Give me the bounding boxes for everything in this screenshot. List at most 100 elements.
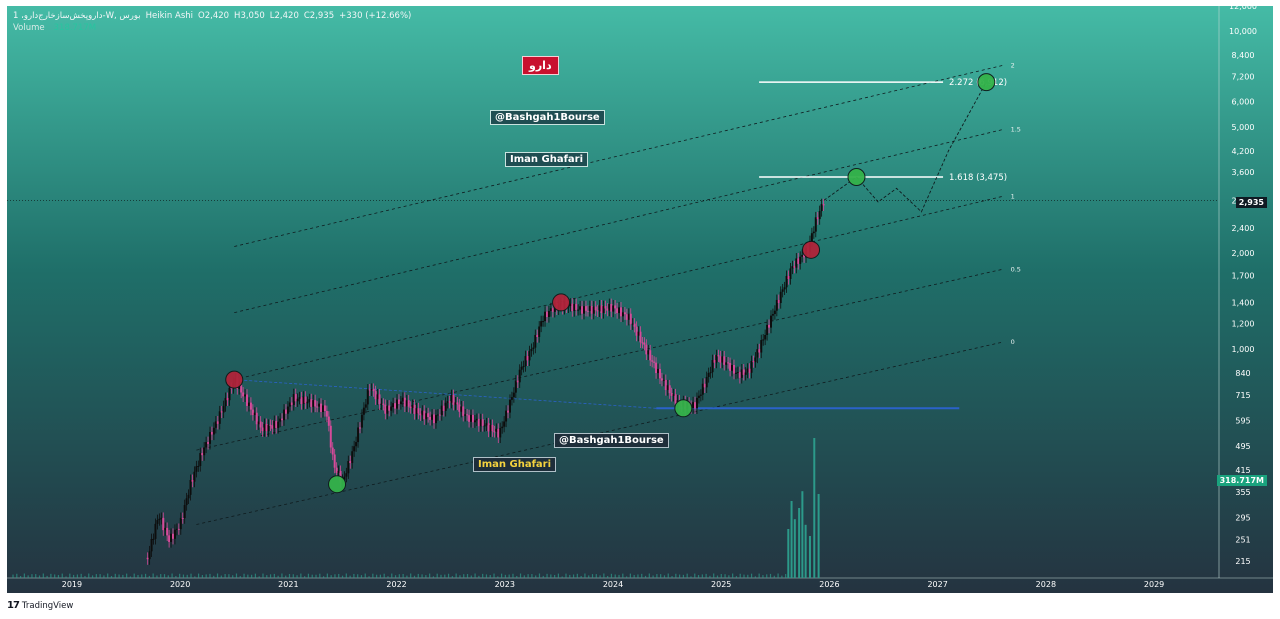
volume-bar [95,574,97,578]
candle-body [604,306,607,309]
symbol-title[interactable]: 1 ،داروپخش‌ساز‌خارج‌دارو-W, بورس [13,11,141,21]
candle-body [240,384,243,393]
volume-bar [531,574,533,578]
candle-body [275,420,278,428]
volume-bar [410,573,412,578]
channel-label: 0 [1011,338,1015,346]
chart-style[interactable]: Heikin Ashi [145,11,194,21]
volume-bar [440,574,442,578]
x-tick-label: 2028 [1036,580,1056,589]
volume-label[interactable]: Volume [13,23,45,33]
candle-body [598,305,601,312]
volume-bar [610,573,613,578]
tradingview-brand[interactable]: TradingView [21,600,74,611]
candle-body [343,476,346,480]
candle-body [193,471,196,482]
candle-body [549,308,552,312]
candle-body [300,397,303,404]
tradingview-logo-icon[interactable]: 17 [7,600,20,611]
volume-bar [470,575,472,578]
candle-body [209,432,212,444]
candle-body [158,518,161,521]
x-tick-label: 2022 [386,580,406,589]
candle-body [388,405,391,411]
volume-bar [413,575,416,578]
candle-body [616,308,619,314]
candle-body [600,305,603,313]
volume-bar [129,576,132,578]
candle-body [417,408,420,414]
candle-body [277,421,280,428]
volume-bar [57,574,60,578]
volume-bar [523,575,525,578]
volume-bar [436,573,438,578]
x-tick-label: 2020 [170,580,190,589]
candle-body [244,394,247,397]
candle-body [409,406,412,409]
volume-bar [629,573,631,578]
chart-area[interactable]: 12,000 10,000 8,400 7,200 6,000 5,000 4,200 3,6… [7,6,1273,593]
y-tick-label: 1,000 [1232,345,1255,354]
volume-bar [84,575,86,578]
volume-bar [599,575,601,578]
volume-bar [787,529,790,578]
channel-label: 2 [1011,61,1015,69]
y-tick-label: 3,600 [1232,168,1255,177]
price-chart[interactable]: 12,00010,0008,4007,2006,0005,0004,2003,6… [7,6,1273,593]
candle-body [524,356,527,367]
candle-body [302,396,305,404]
candle-body [703,383,706,388]
volume-bar [644,575,647,578]
candle-body [353,446,356,452]
volume-bar [38,575,41,578]
volume-bar [466,574,469,578]
candle-body [582,306,585,314]
candle-body [207,442,210,444]
volume-bar [773,575,775,578]
volume-bar [54,574,56,578]
volume-bar [724,574,726,578]
volume-bar [171,573,173,578]
candle-body [172,533,175,539]
candle-body [249,402,252,410]
volume-bar [690,576,692,578]
candle-body [579,306,582,310]
volume-bar [595,574,597,578]
candle-body [510,397,513,400]
candle-body [787,275,790,280]
volume-bar [417,573,419,578]
candle-body [189,479,192,495]
volume-bar [425,575,427,578]
candle-body [723,356,726,365]
candle-body [179,517,182,530]
volume-bar [508,574,510,578]
candle-body [434,415,437,424]
candle-body [721,356,724,363]
candle-body [608,304,611,311]
candle-body [450,395,453,403]
y-tick-label: 1,400 [1232,298,1255,307]
candle-body [489,424,492,432]
volume-bar [16,573,18,578]
volume-bar [322,576,325,578]
candle-body [742,369,745,375]
trend-line [234,379,657,409]
volume-bar [357,574,359,578]
candle-body [242,392,245,397]
candle-body [220,411,223,413]
volume-bar [705,573,707,578]
candle-body [627,313,630,320]
volume-bar [550,574,552,578]
candle-body [253,412,256,416]
volume-bar [326,573,328,578]
candle-body [419,413,422,416]
volume-bar [110,575,113,578]
candle-body [197,465,200,467]
candle-body [631,323,634,325]
candle-body [306,401,309,404]
candle-body [187,494,190,499]
volume-bar [46,575,48,578]
volume-bar [247,574,249,578]
candle-body [261,427,264,432]
candle-body [592,306,595,314]
